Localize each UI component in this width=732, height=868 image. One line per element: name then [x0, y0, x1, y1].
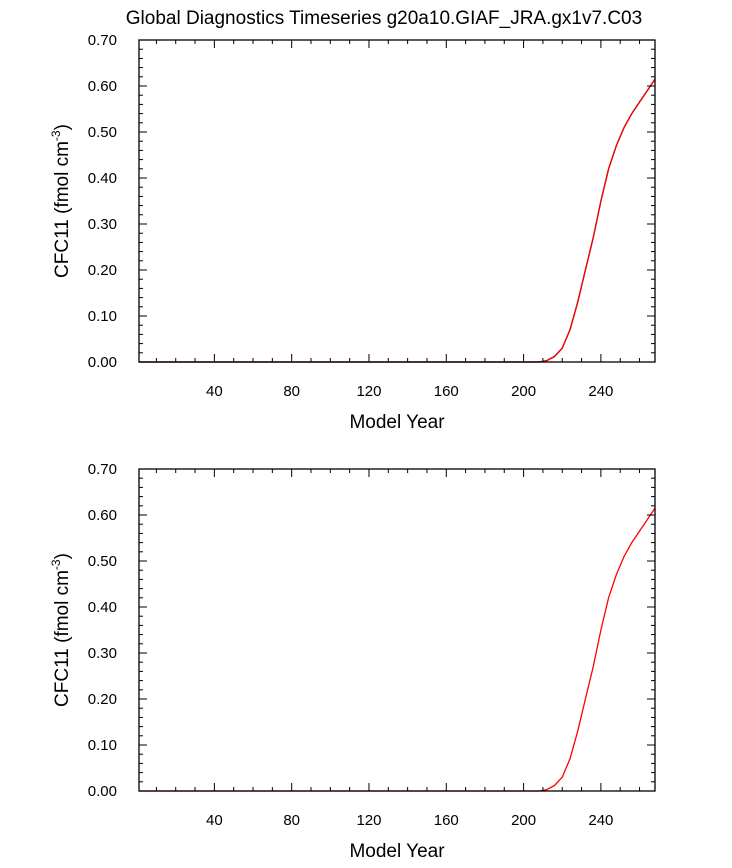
x-tick-label: 200 [511, 383, 536, 400]
y-axis-label-close: ) [52, 553, 73, 559]
x-axis-label: Model Year [349, 841, 445, 862]
x-axis-label: Model Year [349, 412, 445, 433]
y-tick-label: 0.40 [88, 599, 117, 616]
y-axis-label: CFC11 (fmol cm-3) [49, 124, 73, 278]
y-tick-label: 0.40 [88, 170, 117, 187]
y-tick-label: 0.10 [88, 308, 117, 325]
y-tick-label: 0.00 [88, 783, 117, 800]
y-tick-label: 0.10 [88, 737, 117, 754]
y-axis-label-main: CFC11 (fmol cm [52, 570, 73, 707]
plot-frame [138, 39, 656, 363]
series-line [139, 507, 656, 792]
y-tick-label: 0.70 [88, 461, 117, 478]
tick-marks [139, 39, 655, 363]
y-axis-label-exponent: -3 [49, 130, 63, 141]
x-tick-label: 240 [588, 812, 613, 829]
y-tick-label: 0.50 [88, 124, 117, 141]
y-tick-label: 0.60 [88, 78, 117, 95]
y-axis-label-exponent: -3 [49, 559, 63, 570]
x-tick-label: 160 [434, 812, 459, 829]
y-tick-label: 0.00 [88, 354, 117, 371]
x-tick-label: 120 [356, 812, 381, 829]
plot-frame [138, 468, 656, 792]
x-tick-label: 120 [356, 383, 381, 400]
y-axis-label-close: ) [52, 124, 73, 130]
y-tick-label: 0.20 [88, 691, 117, 708]
x-tick-label: 160 [434, 383, 459, 400]
series-line [139, 78, 656, 363]
chart-panel-top: Model Year CFC11 (fmol cm-3) 40 80 120 160 2… [49, 32, 656, 433]
y-tick-label: 0.20 [88, 262, 117, 279]
y-tick-label: 0.50 [88, 553, 117, 570]
y-axis-label: CFC11 (fmol cm-3) [49, 553, 73, 707]
x-tick-label: 240 [588, 383, 613, 400]
y-tick-label: 0.30 [88, 645, 117, 662]
x-tick-label: 80 [283, 383, 300, 400]
x-tick-label: 40 [206, 812, 223, 829]
y-axis-label-main: CFC11 (fmol cm [52, 141, 73, 278]
y-tick-label: 0.30 [88, 216, 117, 233]
x-tick-label: 80 [283, 812, 300, 829]
series-line [139, 78, 656, 363]
plot-area [139, 78, 656, 363]
x-tick-label: 40 [206, 383, 223, 400]
y-tick-label: 0.60 [88, 507, 117, 524]
figure-title: Global Diagnostics Timeseries g20a10.GIA… [126, 8, 642, 29]
chart-panel-bottom: Model Year CFC11 (fmol cm-3) 40 80 120 160 2… [49, 461, 656, 862]
y-tick-label: 0.70 [88, 32, 117, 49]
x-tick-label: 200 [511, 812, 536, 829]
plot-area [139, 507, 656, 792]
tick-marks [139, 468, 655, 792]
